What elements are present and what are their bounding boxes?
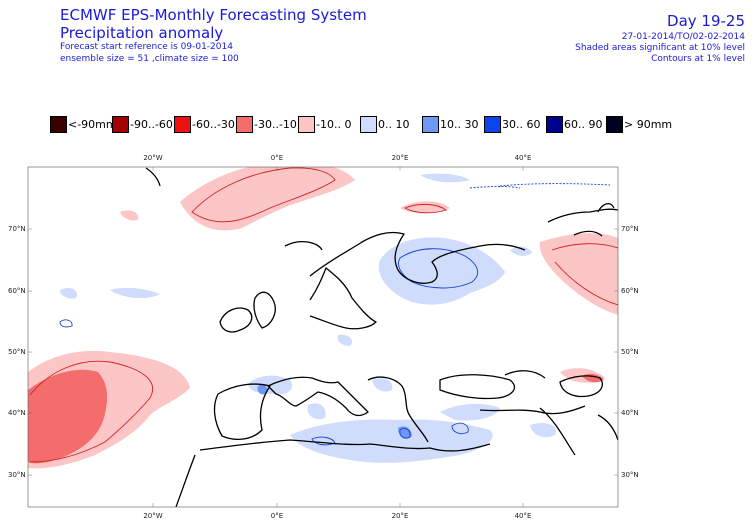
- negative-significance-contours: [29, 167, 618, 463]
- legend-item: > 90mm: [606, 115, 672, 133]
- legend-item: 60.. 90: [546, 115, 602, 133]
- map-background: [28, 167, 618, 507]
- shaded-significance-note: Shaded areas significant at 10% level: [575, 43, 745, 53]
- latitude-label: 60°N: [621, 287, 639, 295]
- legend-swatch: [174, 115, 191, 133]
- legend-swatch: [112, 115, 129, 133]
- legend-item: 30.. 60: [484, 115, 540, 133]
- legend-item: 10.. 30: [422, 115, 478, 133]
- legend-label: 0.. 10: [378, 117, 410, 131]
- latitude-label: 70°N: [621, 225, 639, 233]
- longitude-label: 0°E: [271, 154, 283, 162]
- contour-significance-note: Contours at 1% level: [651, 54, 745, 64]
- coastlines: [145, 167, 618, 507]
- longitude-label: 0°E: [271, 512, 283, 520]
- legend-swatch: [606, 115, 623, 133]
- positive-anomaly-shading: [60, 173, 556, 463]
- graticule-labels: 20°W 20°W 0°E 0°E 20°E 20°E 40°E 40°E 70°N 70°N 60…: [8, 154, 639, 520]
- legend-swatch: [484, 115, 501, 133]
- graticule: [28, 167, 618, 507]
- legend-label: -30..-10: [254, 117, 297, 131]
- longitude-label: 20°W: [143, 154, 162, 162]
- legend-label: 60.. 90: [564, 117, 603, 131]
- longitude-label: 40°E: [515, 512, 532, 520]
- latitude-label: 30°N: [621, 471, 639, 479]
- map-frame: [27, 166, 619, 508]
- negative-anomaly-strong-shading: [28, 369, 604, 464]
- legend-label: -60..-30: [192, 117, 235, 131]
- map-subtitle: Precipitation anomaly: [60, 24, 224, 42]
- legend-label: > 90mm: [624, 117, 673, 131]
- legend-swatch: [546, 115, 563, 133]
- legend-item: 0.. 10: [360, 115, 410, 133]
- legend-item: <-90mm: [50, 115, 117, 133]
- latitude-label: 50°N: [621, 348, 639, 356]
- latitude-label: 40°N: [8, 409, 26, 417]
- latitude-label: 60°N: [8, 287, 26, 295]
- longitude-label: 40°E: [515, 154, 532, 162]
- legend-item: -30..-10: [236, 115, 297, 133]
- color-legend: <-90mm -90..-60 -60..-30 -30..-10 -10.. 0 0..…: [50, 115, 690, 133]
- latitude-label: 70°N: [8, 225, 26, 233]
- legend-item: -90..-60: [112, 115, 173, 133]
- legend-item: -10.. 0: [298, 115, 351, 133]
- legend-label: 30.. 60: [502, 117, 541, 131]
- legend-swatch: [236, 115, 253, 133]
- legend-swatch: [422, 115, 439, 133]
- latitude-label: 30°N: [8, 471, 26, 479]
- legend-swatch: [360, 115, 377, 133]
- precipitation-anomaly-map: 20°W 20°W 0°E 0°E 20°E 20°E 40°E 40°E 70°N 70°N 60…: [8, 154, 639, 520]
- legend-swatch: [50, 115, 67, 133]
- map-title: ECMWF EPS-Monthly Forecasting System: [60, 6, 367, 24]
- longitude-label: 20°E: [392, 512, 409, 520]
- legend-swatch: [298, 115, 315, 133]
- legend-label: <-90mm: [68, 117, 117, 131]
- legend-item: -60..-30: [174, 115, 235, 133]
- date-range: 27-01-2014/TO/02-02-2014: [621, 32, 745, 42]
- longitude-label: 20°W: [143, 512, 162, 520]
- latitude-label: 50°N: [8, 348, 26, 356]
- longitude-label: 20°E: [392, 154, 409, 162]
- legend-label: -10.. 0: [316, 117, 352, 131]
- legend-label: -90..-60: [130, 117, 173, 131]
- latitude-label: 40°N: [621, 409, 639, 417]
- day-range: Day 19-25: [667, 12, 745, 30]
- ensemble-size-text: ensemble size = 51 ,climate size = 100: [60, 54, 239, 64]
- legend-label: 10.. 30: [440, 117, 479, 131]
- forecast-start-text: Forecast start reference is 09-01-2014: [60, 42, 233, 52]
